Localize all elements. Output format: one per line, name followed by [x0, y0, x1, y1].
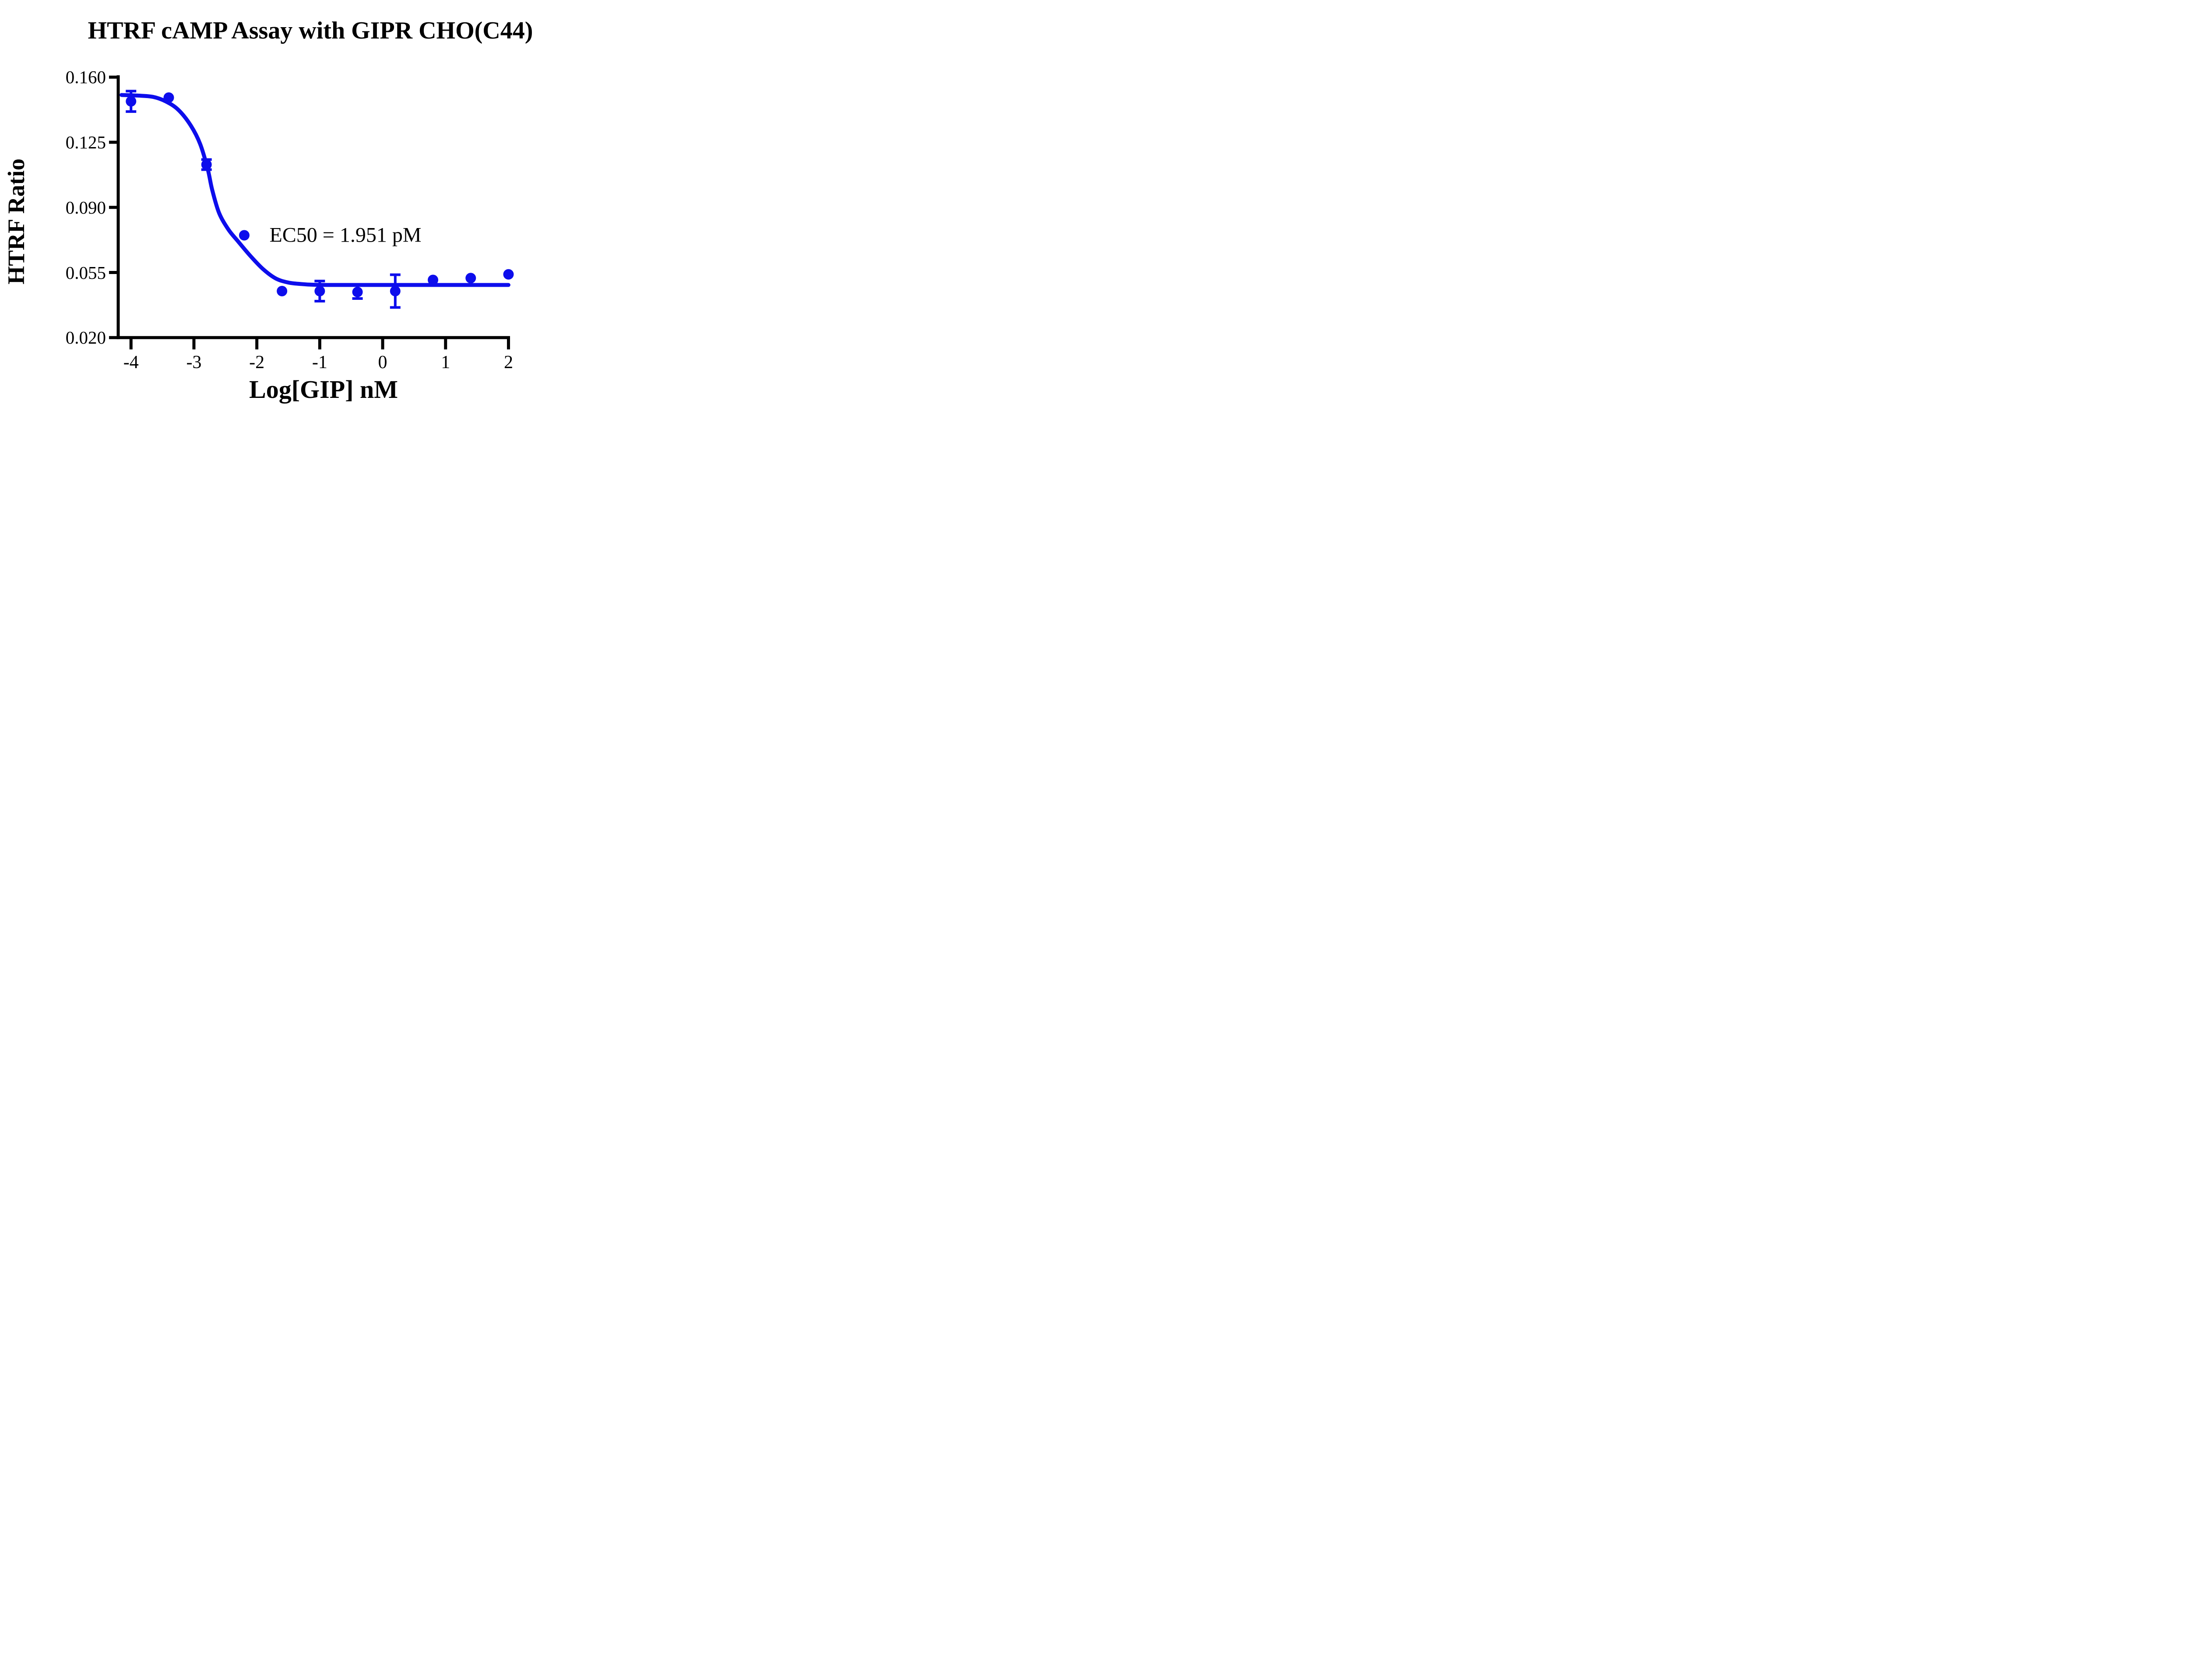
x-tick-label: 2 — [503, 352, 513, 373]
data-point-marker — [126, 96, 137, 107]
data-point-marker — [277, 286, 288, 296]
chart-canvas — [109, 75, 514, 350]
x-tick-label: -4 — [123, 352, 139, 373]
y-axis-title: HTRF Ratio — [3, 158, 29, 285]
chart-title: HTRF cAMP Assay with GIPR CHO(C44) — [88, 17, 533, 44]
data-point-marker — [314, 286, 325, 296]
x-tick-label: -1 — [312, 352, 327, 373]
y-tick-label: 0.020 — [65, 327, 106, 348]
data-point-marker — [465, 273, 476, 284]
x-tick-label: 1 — [441, 352, 450, 373]
x-tick-label: 0 — [378, 352, 387, 373]
x-tick-label: -3 — [186, 352, 202, 373]
y-tick-label: 0.125 — [65, 132, 106, 152]
data-point-marker — [239, 230, 250, 241]
data-point-marker — [163, 92, 174, 103]
data-point-marker — [390, 286, 401, 296]
data-point-marker — [352, 287, 363, 298]
x-tick-label: -2 — [249, 352, 265, 373]
fitted-curve — [120, 93, 510, 287]
data-point-marker — [503, 269, 514, 280]
y-tick-label: 0.160 — [65, 67, 106, 88]
y-tick-label: 0.090 — [65, 197, 106, 218]
data-point-marker — [428, 274, 439, 285]
x-axis-title: Log[GIP] nM — [249, 375, 398, 404]
y-tick-label: 0.055 — [65, 262, 106, 283]
chart-page: HTRF cAMP Assay with GIPR CHO(C44) HTRF … — [0, 0, 568, 420]
ec50-annotation: EC50 = 1.951 pM — [269, 223, 422, 247]
data-point-marker — [201, 159, 212, 170]
